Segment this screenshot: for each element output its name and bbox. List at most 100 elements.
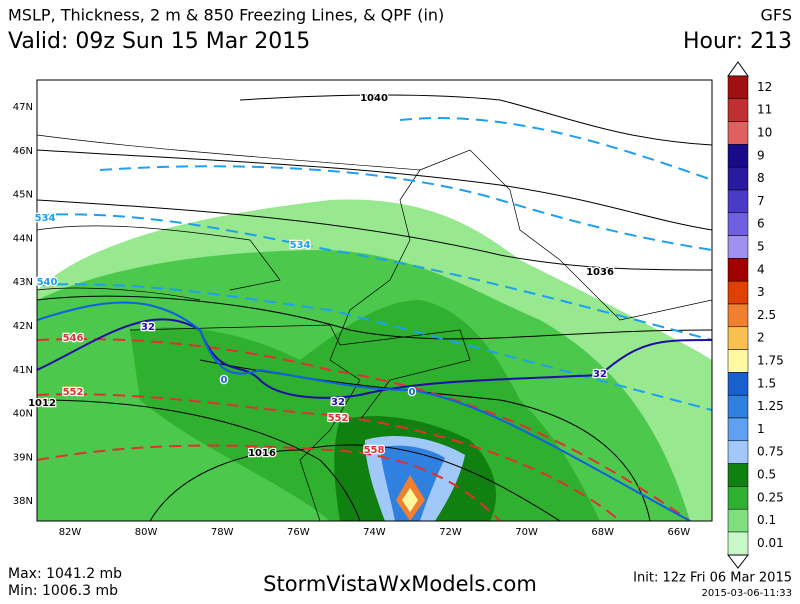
color-label: 1.25 <box>757 399 784 413</box>
contour-label: 1016 <box>248 448 276 459</box>
thickness-warm <box>37 338 691 521</box>
lake <box>37 287 201 301</box>
color-label: 0.1 <box>757 513 776 527</box>
contour-label: 0 <box>409 387 416 398</box>
color-box <box>727 75 749 100</box>
contour-label: 0 <box>221 375 228 386</box>
site-name: StormVistaWxModels.com <box>263 572 537 596</box>
color-label: 3 <box>757 285 765 299</box>
lat-label: 47N <box>13 102 33 113</box>
contour-label: 1012 <box>28 398 56 409</box>
color-label: 0.25 <box>757 490 784 504</box>
color-box <box>727 166 749 191</box>
coastlines <box>37 134 712 521</box>
lat-label: 38N <box>13 496 33 507</box>
lon-label: 74W <box>363 527 386 538</box>
color-label: 7 <box>757 194 765 208</box>
color-box <box>727 508 749 533</box>
lon-label: 82W <box>59 527 82 538</box>
color-box <box>727 394 749 419</box>
lat-label: 41N <box>13 365 33 376</box>
valid-time: Valid: 09z Sun 15 Mar 2015 <box>8 29 310 54</box>
map: 1040 1036 1012 1016 534 534 540 546 552 552 558 32 3… <box>13 79 713 538</box>
contour-label: 1036 <box>586 267 614 278</box>
contour-label: 558 <box>364 445 385 456</box>
color-label: 1.5 <box>757 376 776 390</box>
init-time: Init: 12z Fri 06 Mar 2015 <box>633 571 792 586</box>
title: MSLP, Thickness, 2 m & 850 Freezing Line… <box>8 6 444 25</box>
color-box <box>727 189 749 214</box>
color-label: 6 <box>757 217 765 231</box>
color-label: 9 <box>757 148 765 162</box>
lat-label: 46N <box>13 146 33 157</box>
lon-label: 70W <box>515 527 538 538</box>
color-box <box>727 326 749 350</box>
color-label: 0.5 <box>757 468 776 482</box>
forecast-hour: Hour: 213 <box>683 29 792 54</box>
contour-label: 552 <box>63 387 84 398</box>
freezing-line-850 <box>37 301 691 521</box>
color-label: 10 <box>757 126 772 140</box>
color-box <box>727 121 749 145</box>
border <box>37 134 421 521</box>
color-box <box>727 212 749 236</box>
lon-label: 68W <box>591 527 614 538</box>
color-label: 1.75 <box>757 354 784 368</box>
contour-label: 32 <box>141 322 155 333</box>
lake <box>37 225 281 291</box>
contour-label: 1040 <box>360 93 388 104</box>
color-bar: 12 11 10 9 8 7 6 5 4 3 2.5 2 1.75 1.5 1.25 1 0.75 0.5 0.25… <box>726 61 784 569</box>
color-label: 0.75 <box>757 445 784 459</box>
lat-label: 42N <box>13 321 33 332</box>
qpf-area <box>402 488 418 512</box>
min-pressure: Min: 1006.3 mb <box>8 583 118 599</box>
lat-label: 44N <box>13 233 33 244</box>
contour-label: 534 <box>290 240 311 251</box>
contour-labels: 1040 1036 1012 1016 534 534 540 546 552 552 558 32 3… <box>27 92 615 461</box>
color-box <box>727 440 749 464</box>
color-box <box>727 98 749 122</box>
color-box <box>727 349 749 373</box>
contour-label: 540 <box>37 277 58 288</box>
contour-label: 552 <box>328 413 349 424</box>
color-label: 1 <box>757 422 765 436</box>
color-box <box>727 280 749 305</box>
lon-label: 72W <box>439 527 462 538</box>
color-label: 2.5 <box>757 308 776 322</box>
contour-label: 32 <box>331 397 345 408</box>
map-frame <box>36 79 713 522</box>
contour-label: 32 <box>593 369 607 380</box>
contour-label: 546 <box>63 333 84 344</box>
color-box <box>727 531 749 556</box>
lon-label: 80W <box>135 527 158 538</box>
color-box <box>727 417 749 442</box>
lat-label: 39N <box>13 452 33 463</box>
lat-label: 43N <box>13 277 33 288</box>
color-label: 12 <box>757 80 772 94</box>
lat-label: 40N <box>13 409 33 420</box>
color-box <box>727 372 749 396</box>
freezing-line-2m <box>37 318 712 399</box>
lon-label: 76W <box>287 527 310 538</box>
color-label: 2 <box>757 331 765 345</box>
lon-label: 78W <box>211 527 234 538</box>
color-box <box>727 463 749 487</box>
lat-labels: 47N 46N 45N 44N 43N 42N 41N 40N 39N 38N <box>13 102 33 507</box>
color-label: 0.01 <box>757 536 784 550</box>
max-pressure: Max: 1041.2 mb <box>8 566 122 582</box>
color-label: 11 <box>757 103 772 117</box>
color-label: 4 <box>757 262 765 276</box>
color-box <box>727 258 749 282</box>
border <box>129 324 471 421</box>
color-label: 5 <box>757 240 765 254</box>
color-box <box>727 144 749 168</box>
timestamp: 2015-03-06-11:33 <box>701 588 792 599</box>
color-box <box>727 235 749 259</box>
color-box <box>727 486 749 510</box>
border <box>419 149 712 321</box>
lat-label: 45N <box>13 190 33 201</box>
contour-label: 534 <box>35 213 56 224</box>
color-label: 8 <box>757 171 765 185</box>
model: GFS <box>761 6 792 25</box>
